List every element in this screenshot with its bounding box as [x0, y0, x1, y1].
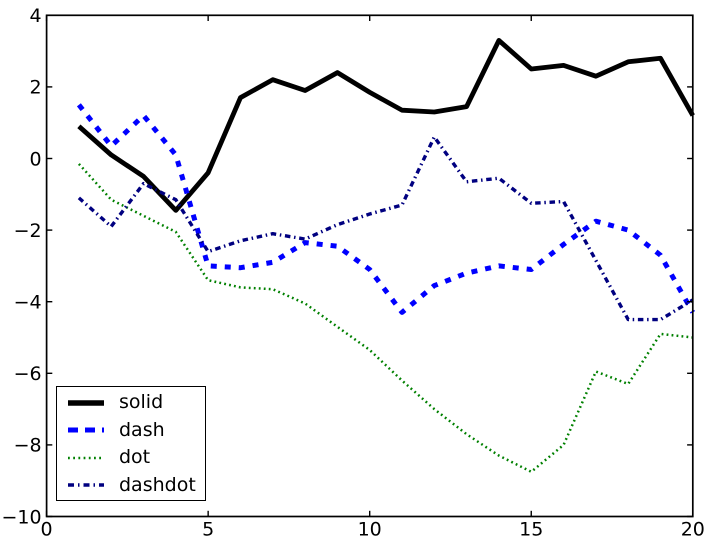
legend-row-dot: dot — [57, 444, 205, 472]
series-line-dash — [76, 103, 695, 315]
series-line-solid — [77, 38, 695, 213]
x-tick-label: 5 — [202, 519, 214, 541]
legend-label-dash: dash — [119, 418, 165, 441]
y-tick-label: −8 — [14, 435, 42, 457]
y-tick-label: −2 — [14, 220, 42, 242]
legend-sample-dash-line — [68, 427, 104, 433]
legend-label-dashdot: dashdot — [119, 473, 196, 496]
x-tick-label: 10 — [358, 519, 382, 541]
y-tick-label: 2 — [30, 77, 42, 99]
legend-label-solid: solid — [119, 391, 164, 414]
legend-sample-dot-line — [68, 456, 104, 459]
x-tick-label: 15 — [519, 519, 543, 541]
legend-row-dashdot: dashdot — [57, 472, 205, 500]
legend-row-dash: dash — [57, 417, 205, 445]
x-tick-label: 0 — [41, 519, 53, 541]
legend-label-dot: dot — [119, 446, 151, 469]
x-tick-label: 20 — [681, 519, 705, 541]
y-tick-label: −10 — [1, 506, 41, 528]
legend-row-solid: solid — [57, 389, 205, 417]
legend: solid dash dot dashdot — [56, 386, 206, 501]
legend-sample-dashdot-line — [68, 483, 104, 487]
y-tick-label: 4 — [30, 5, 42, 27]
series-line-dot — [77, 163, 693, 474]
y-tick-label: 0 — [30, 148, 42, 170]
legend-sample-solid-line — [68, 400, 104, 406]
y-tick-label: −4 — [14, 292, 42, 314]
y-tick-label: −6 — [14, 363, 42, 385]
